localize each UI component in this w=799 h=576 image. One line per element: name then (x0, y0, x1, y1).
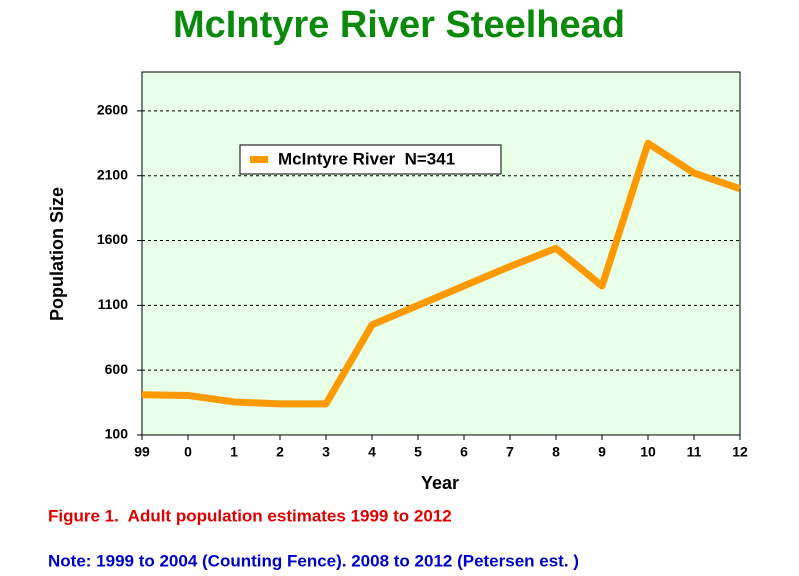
y-tick-label: 100 (105, 426, 129, 442)
legend-label: McIntyre River N=341 (278, 149, 455, 168)
x-tick-label: 5 (414, 444, 422, 460)
y-tick-label: 2100 (97, 166, 128, 182)
y-tick-label: 1600 (97, 231, 128, 247)
x-tick-label: 2 (276, 444, 284, 460)
x-tick-label: 8 (552, 444, 560, 460)
note: Note: 1999 to 2004 (Counting Fence). 200… (48, 551, 579, 570)
x-tick-label: 1 (230, 444, 238, 460)
x-tick-label: 99 (134, 444, 150, 460)
legend-box (239, 144, 502, 175)
y-tick-label: 2600 (97, 102, 128, 118)
x-tick-label: 6 (460, 444, 468, 460)
x-tick-label: 0 (184, 444, 192, 460)
x-tick-label: 11 (687, 444, 702, 460)
plot-area (141, 71, 741, 436)
data-line (141, 139, 742, 408)
chart-title: McIntyre River Steelhead (173, 4, 625, 46)
x-tick-label: 10 (640, 444, 656, 460)
x-tick-label: 12 (732, 444, 748, 460)
caption: Figure 1. Adult population estimates 199… (48, 506, 452, 525)
y-tick-label: 1100 (98, 296, 129, 312)
x-tick-label: 9 (598, 444, 606, 460)
x-tick-label: 4 (368, 444, 376, 460)
y-axis-label: Population Size (47, 187, 67, 321)
y-tick-label: 600 (105, 361, 129, 377)
x-tick-label: 3 (322, 444, 330, 460)
x-axis-label: Year (421, 473, 459, 493)
x-tick-label: 7 (506, 444, 514, 460)
